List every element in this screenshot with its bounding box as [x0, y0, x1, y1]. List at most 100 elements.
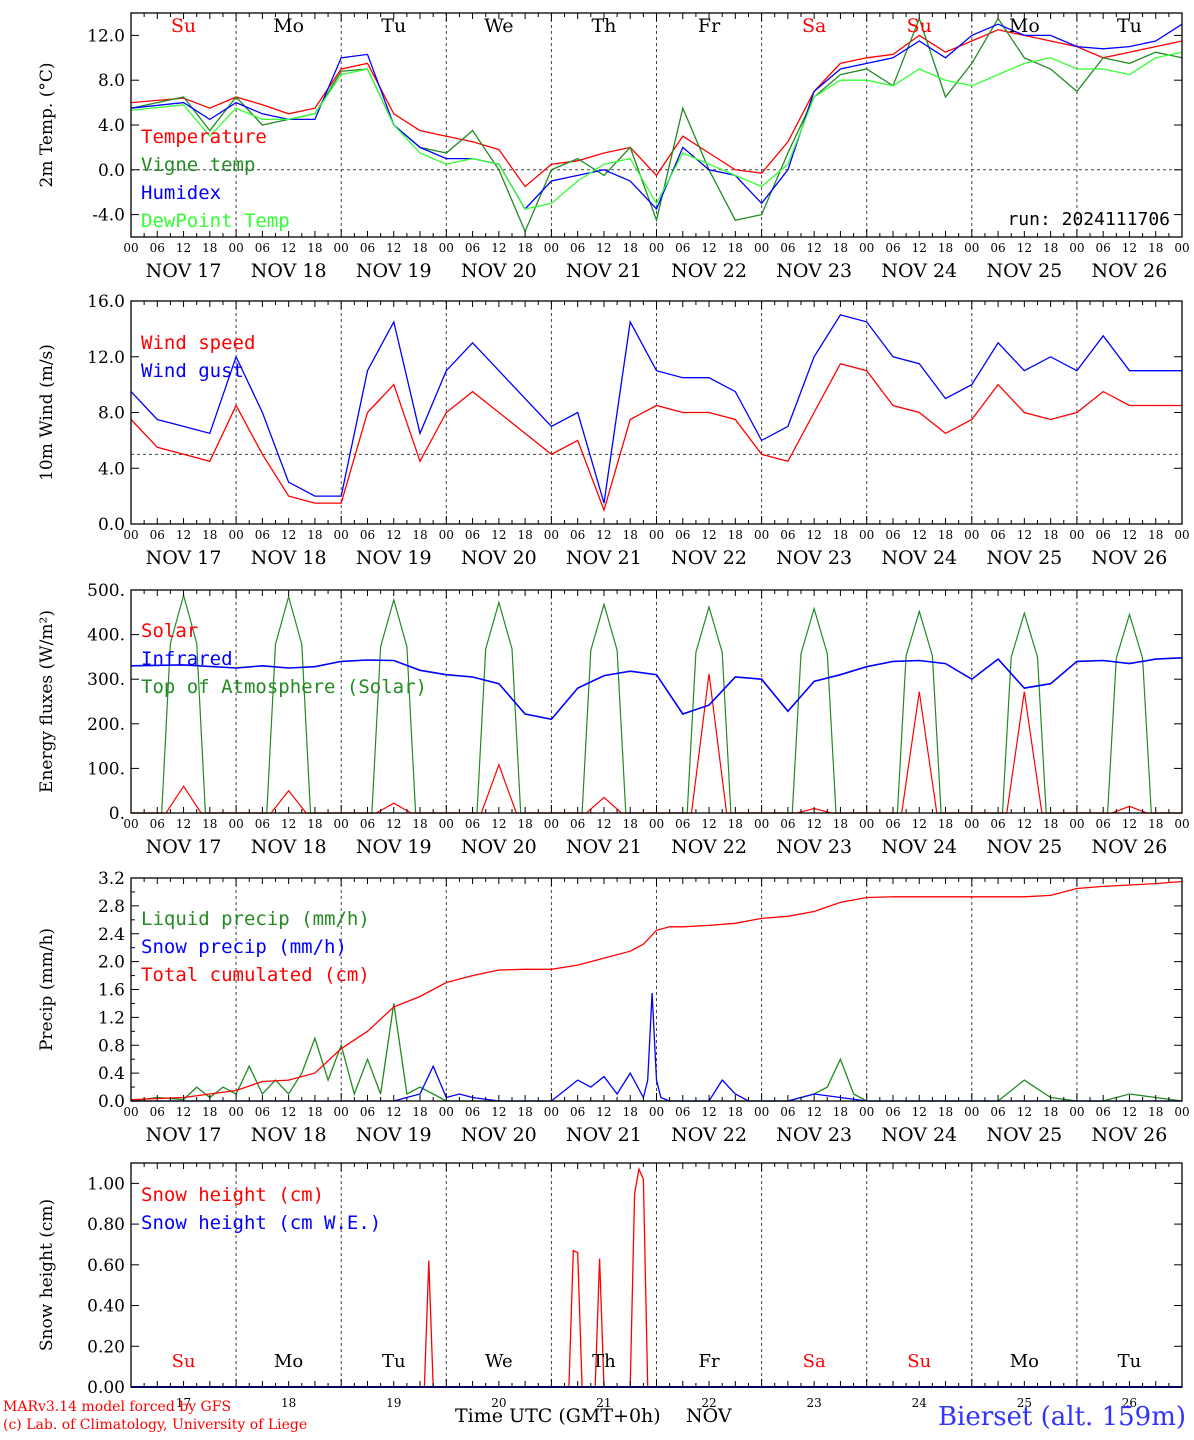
hour-label: 00 [859, 817, 874, 831]
hour-label: 18 [1043, 528, 1058, 542]
date-label: NOV 23 [776, 836, 852, 858]
y-tick-label: 0.0 [98, 161, 125, 181]
y-tick-label: 0. [109, 804, 125, 824]
legend-entry: Vigne temp [141, 154, 255, 176]
day-of-week-label: Tu [1118, 1351, 1142, 1372]
date-label: NOV 25 [986, 260, 1062, 282]
y-tick-label: 0.60 [87, 1256, 125, 1276]
series-1 [130, 362, 1182, 513]
hour-label: 12 [1122, 1105, 1137, 1119]
hour-label: 00 [964, 817, 979, 831]
hour-label: 18 [623, 817, 638, 831]
hour-label: 06 [1096, 1105, 1111, 1119]
legend-entry: Wind gust [141, 360, 244, 382]
hour-label: 18 [833, 1105, 848, 1119]
hour-label: 12 [491, 1105, 506, 1119]
hour-label: 12 [807, 528, 822, 542]
hour-label: 06 [885, 1105, 900, 1119]
hour-label: 18 [623, 241, 638, 255]
panel-5: 0.00 0.20 0.40 0.60 0.80 1.00 Snow height (cm)… [37, 1162, 1183, 1410]
hour-label: 12 [912, 1105, 927, 1119]
date-label: NOV 22 [671, 836, 747, 858]
hour-label: 00 [1174, 817, 1189, 831]
hour-label: 06 [150, 528, 165, 542]
legend-entry: Snow precip (mm/h) [141, 936, 347, 958]
y-tick-label: 1.2 [98, 1008, 125, 1028]
day-number-label: 22 [701, 1396, 716, 1410]
hour-label: 00 [964, 241, 979, 255]
y-axis-label: Energy fluxes (W/m²) [37, 610, 57, 793]
y-axis-label: 2m Temp. (°C) [37, 62, 57, 187]
hour-label: 12 [701, 1105, 716, 1119]
x-axis-title: Time UTC (GMT+0h) [455, 1405, 661, 1427]
day-of-week-label: Tu [381, 15, 406, 37]
hour-label: 12 [386, 241, 401, 255]
y-axis-label: Snow height (cm) [37, 1199, 57, 1351]
hour-label: 06 [780, 1105, 795, 1119]
hour-label: 00 [439, 1105, 454, 1119]
legend-entry: Solar [141, 620, 198, 642]
hour-label: 18 [1148, 1105, 1163, 1119]
hour-label: 00 [123, 1105, 138, 1119]
day-number-label: 17 [176, 1396, 191, 1410]
hour-label: 00 [649, 1105, 664, 1119]
hour-label: 06 [780, 241, 795, 255]
hour-label: 18 [517, 817, 532, 831]
date-label: NOV 25 [986, 836, 1062, 858]
hour-label: 18 [938, 528, 953, 542]
date-label: NOV 18 [251, 836, 327, 858]
hour-label: 00 [334, 528, 349, 542]
hour-label: 12 [701, 817, 716, 831]
hour-label: 06 [465, 241, 480, 255]
hour-label: 00 [334, 817, 349, 831]
hour-label: 06 [1096, 817, 1111, 831]
hour-label: 12 [386, 528, 401, 542]
hour-label: 12 [176, 817, 191, 831]
date-label: NOV 22 [671, 260, 747, 282]
date-label: NOV 21 [566, 547, 642, 569]
hour-label: 18 [728, 1105, 743, 1119]
hour-label: 12 [596, 1105, 611, 1119]
hour-label: 06 [780, 817, 795, 831]
y-tick-label: 0.8 [98, 1036, 125, 1056]
date-label: NOV 17 [146, 260, 222, 282]
day-of-week-label: Su [172, 1351, 196, 1372]
hour-label: 12 [1122, 241, 1137, 255]
y-tick-label: 0.0 [98, 515, 125, 535]
day-of-week-label: Th [592, 1351, 616, 1372]
date-label: NOV 20 [461, 1124, 537, 1146]
hour-label: 06 [570, 241, 585, 255]
date-label: NOV 26 [1092, 547, 1168, 569]
legend-entry: Wind speed [141, 332, 255, 354]
y-tick-label: 12.0 [87, 348, 125, 368]
hour-label: 00 [1069, 817, 1084, 831]
hour-label: 00 [1174, 1105, 1189, 1119]
day-number-label: 25 [1017, 1396, 1032, 1410]
hour-label: 00 [228, 241, 243, 255]
hour-label: 00 [649, 528, 664, 542]
hour-label: 06 [360, 817, 375, 831]
y-tick-label: 0.20 [87, 1337, 125, 1357]
hour-label: 00 [754, 528, 769, 542]
hour-label: 06 [990, 1105, 1005, 1119]
day-of-week-label: Su [907, 15, 932, 37]
y-tick-label: 2.4 [98, 925, 125, 945]
date-label: NOV 26 [1092, 260, 1168, 282]
date-label: NOV 22 [671, 547, 747, 569]
date-label: NOV 19 [356, 1124, 432, 1146]
y-tick-label: 8.0 [98, 71, 125, 91]
hour-label: 06 [1096, 528, 1111, 542]
hour-label: 18 [833, 241, 848, 255]
date-label: NOV 23 [776, 1124, 852, 1146]
hour-label: 18 [938, 241, 953, 255]
hour-label: 06 [150, 817, 165, 831]
day-of-week-label: Fr [698, 15, 721, 37]
legend-entry: Total cumulated (cm) [141, 964, 370, 986]
hour-label: 00 [754, 1105, 769, 1119]
y-tick-label: 100. [87, 759, 125, 779]
hour-label: 12 [1017, 1105, 1032, 1119]
date-label: NOV 19 [356, 547, 432, 569]
date-label: NOV 17 [146, 1124, 222, 1146]
hour-label: 18 [202, 817, 217, 831]
